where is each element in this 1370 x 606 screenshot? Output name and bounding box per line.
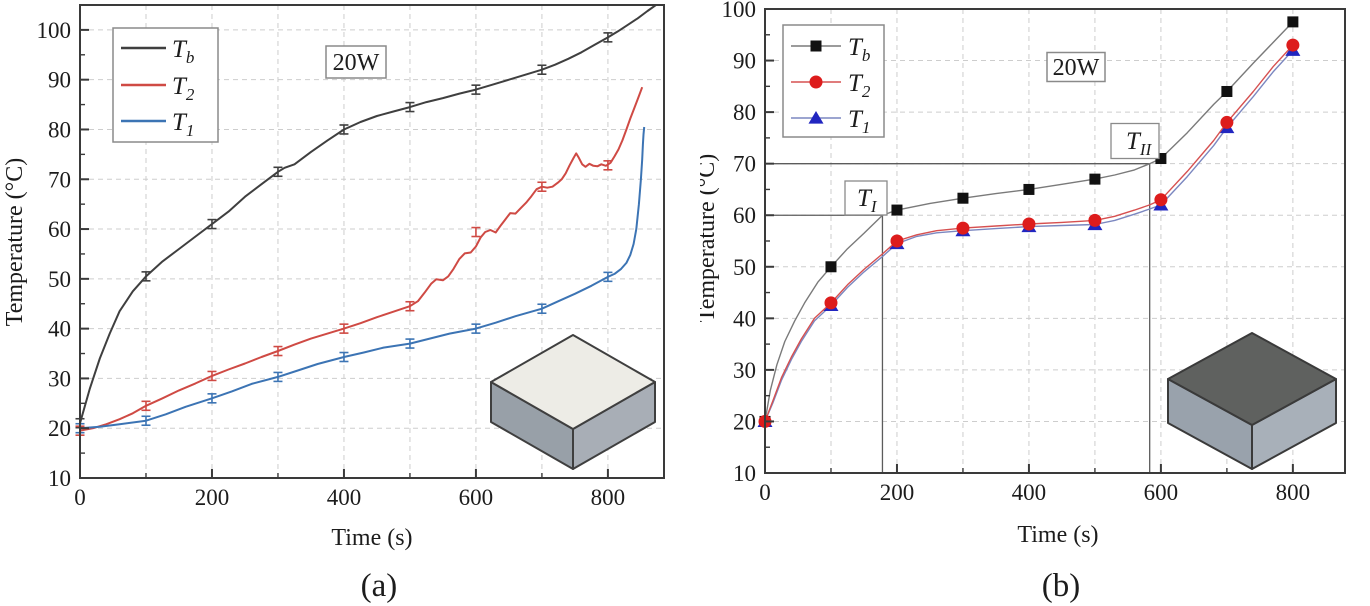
square-marker: [891, 204, 903, 216]
circle-marker: [890, 234, 904, 248]
panel-caption-a: (a): [361, 568, 398, 604]
axis-tick-labels: 0 200 400 600 800 10 20 30 40 50 60 70 80 90 100: [37, 18, 626, 510]
x-tick-label: 600: [459, 485, 494, 510]
x-axis-title-a: Time (s): [331, 525, 412, 551]
square-legend-marker: [810, 40, 822, 52]
y-tick-label: 10: [733, 461, 756, 486]
x-tick-label: 200: [195, 485, 230, 510]
circle-marker: [956, 221, 970, 235]
y-tick-label: 40: [48, 317, 71, 342]
x-tick-label: 800: [1276, 480, 1311, 505]
sample-illustration-light-top: [490, 334, 656, 470]
series-Tb-line: [80, 5, 658, 424]
x-tick-label: 200: [880, 480, 915, 505]
annotation-TI: TI: [844, 180, 888, 216]
circle-legend-marker: [809, 75, 823, 89]
y-tick-label: 40: [733, 306, 756, 331]
circle-marker: [1154, 193, 1168, 207]
power-annotation: 20W: [1046, 51, 1106, 83]
square-marker: [1287, 16, 1299, 28]
y-tick-label: 60: [48, 217, 71, 242]
y-axis-title-b: Temperature (°C): [700, 154, 720, 323]
y-tick-label: 70: [48, 167, 71, 192]
circle-marker: [824, 296, 838, 310]
axis-ticks: [79, 28, 609, 479]
plot-frame: [79, 4, 665, 479]
x-tick-label: 600: [1144, 480, 1179, 505]
x-tick-label: 800: [591, 485, 626, 510]
y-tick-label: 30: [733, 358, 756, 383]
circle-marker: [1220, 115, 1234, 129]
square-marker: [1221, 85, 1233, 97]
annotation-TII: TII: [1110, 122, 1160, 160]
y-tick-label: 90: [733, 49, 756, 74]
series-T2-line: [765, 44, 1294, 422]
x-tick-label: 400: [1012, 480, 1047, 505]
y-tick-label: 20: [48, 416, 71, 441]
panel-caption-b: (b): [1042, 568, 1080, 604]
square-marker: [825, 261, 837, 273]
series-T2-line: [80, 86, 644, 432]
square-marker: [1089, 173, 1101, 185]
x-tick-label: 0: [74, 485, 86, 510]
axis-ticks: [764, 8, 1294, 474]
y-tick-label: 60: [733, 203, 756, 228]
square-marker: [1023, 183, 1035, 195]
series-T2-markers: [758, 38, 1300, 428]
y-tick-label: 10: [48, 466, 71, 491]
y-tick-label: 80: [48, 117, 71, 142]
chart-a-svg: 0 200 400 600 800 10 20 30 40 50 60 70 80 90 100 TbT2T1…: [2, 4, 665, 604]
axis-tick-labels: 0 200 400 600 800 10 20 30 40 50 60 70 80 90 100: [722, 0, 1311, 505]
y-tick-label: 80: [733, 100, 756, 125]
y-tick-label: 20: [733, 409, 756, 434]
circle-marker: [1022, 217, 1036, 231]
x-axis-title-b: Time (s): [1017, 522, 1098, 548]
power-label: 20W: [333, 50, 380, 76]
x-tick-label: 0: [759, 480, 771, 505]
y-tick-label: 100: [37, 18, 72, 43]
chart-b-plot: 0 200 400 600 800 10 20 30 40 50 60 70 80 90 100 TbT2T1…: [722, 0, 1346, 505]
chart-b-svg: 0 200 400 600 800 10 20 30 40 50 60 70 80 90 100 TbT2T1…: [700, 0, 1346, 604]
circle-marker: [1088, 213, 1102, 227]
power-annotation: 20W: [325, 45, 387, 79]
y-tick-label: 50: [48, 267, 71, 292]
y-tick-label: 90: [48, 68, 71, 93]
y-tick-label: 70: [733, 152, 756, 177]
y-tick-label: 100: [722, 0, 757, 22]
x-tick-label: 400: [327, 485, 362, 510]
chart-a: 0 200 400 600 800 10 20 30 40 50 60 70 80 90 100 Tb T2 T1…: [2, 4, 665, 604]
circle-marker: [1286, 38, 1300, 52]
triangle-legend-marker: [808, 111, 824, 124]
series-T1-line: [765, 49, 1294, 422]
chart-a-plot: 0 200 400 600 800 10 20 30 40 50 60 70 80 90 100 TbT2T1…: [37, 4, 665, 510]
power-label: 20W: [1053, 55, 1100, 81]
square-marker: [957, 192, 969, 204]
y-tick-label: 30: [48, 366, 71, 391]
y-tick-label: 50: [733, 255, 756, 280]
sample-illustration-dark-top: [1167, 332, 1337, 470]
y-axis-title-a: Temperature (°C): [2, 158, 28, 327]
series-T1-line: [80, 126, 646, 430]
square-marker: [1155, 153, 1167, 165]
grid: [80, 5, 664, 478]
chart-b: 0 200 400 600 800 10 20 30 40 50 60 70 80 90 100 Tb T2 T1…: [700, 0, 1370, 606]
series-Tb-line: [765, 21, 1294, 422]
